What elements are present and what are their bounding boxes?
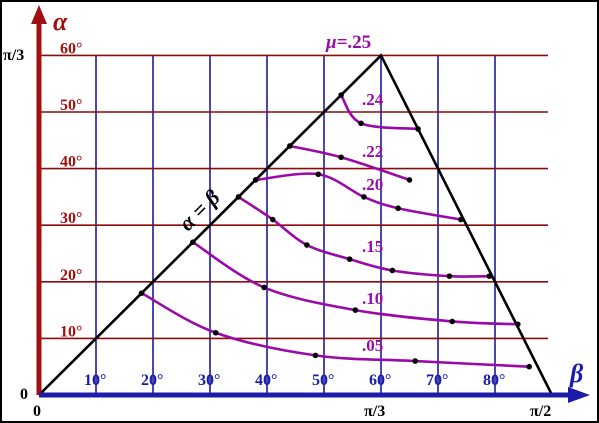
alpha-tick-label-20: 20° xyxy=(60,267,82,284)
curve-2-point-1 xyxy=(287,143,293,149)
alpha-tick-label-30: 30° xyxy=(60,210,82,227)
beta-arrowhead xyxy=(568,387,590,403)
beta-tick-label-40: 40° xyxy=(255,372,277,389)
mu-top-label: μ=.25 xyxy=(325,32,371,53)
curve-5-point-1 xyxy=(190,239,196,245)
curve-4-point-1 xyxy=(235,194,242,200)
alpha-tick-label-60: 60° xyxy=(60,40,82,57)
beta-pi2-label: π/2 xyxy=(530,403,551,420)
curve-5-point-3 xyxy=(352,307,359,313)
beta-tick-label-70: 70° xyxy=(426,372,448,389)
labels: α β π/3 00 π/3 π/2 10° 20° 30° 40° 50° 60° 10° 20° 30°… xyxy=(3,7,584,420)
curve-3-point-2 xyxy=(315,171,322,178)
axes xyxy=(31,5,590,403)
curve-2-point-2 xyxy=(338,154,344,161)
alpha-symbol: α xyxy=(53,7,68,36)
beta-tick-label-20: 20° xyxy=(141,372,163,389)
alpha-tick-label-50: 50° xyxy=(60,97,82,114)
curve-1-point-3 xyxy=(415,126,421,132)
curve-5-point-2 xyxy=(261,284,267,291)
alpha-arrowhead xyxy=(31,5,47,24)
origin-bottom-label: 0 xyxy=(33,403,41,420)
origin-left-label: 0 xyxy=(20,386,28,403)
curve-3-point-1 xyxy=(252,177,259,183)
curve-6-point-2 xyxy=(212,329,219,336)
curve-4-point-6 xyxy=(446,273,453,279)
alpha-grid xyxy=(39,54,548,340)
mu-value-label-1: .24 xyxy=(362,90,384,109)
curve-1-point-1 xyxy=(338,92,344,98)
beta-tick-label-50: 50° xyxy=(312,372,334,389)
curve-3-point-5 xyxy=(458,216,464,223)
curve-6-point-4 xyxy=(412,358,419,364)
alpha-tick-label-40: 40° xyxy=(60,154,82,171)
beta-pi3-label: π/3 xyxy=(364,403,385,420)
mu-curves xyxy=(138,92,532,370)
triangle-edges xyxy=(38,53,554,396)
mu-value-label-2: .22 xyxy=(362,142,383,161)
alpha-tick-label-10: 10° xyxy=(60,323,82,340)
curve-6-point-1 xyxy=(138,290,145,296)
curve-2-point-3 xyxy=(406,177,413,183)
alpha-pi-label: π/3 xyxy=(3,47,24,64)
curve-3-point-3 xyxy=(361,194,367,200)
beta-tick-label-10: 10° xyxy=(84,372,106,389)
curve-5-point-4 xyxy=(449,318,456,325)
beta-tick-label-30: 30° xyxy=(198,372,220,389)
beta-symbol: β xyxy=(569,359,584,388)
mu-value-label-5: .10 xyxy=(362,289,383,308)
mu-value-label-4: .15 xyxy=(362,237,383,256)
beta-tick-label-60: 60° xyxy=(369,372,391,389)
mu-value-label-3: .20 xyxy=(362,175,383,194)
curve-4-point-4 xyxy=(346,256,353,262)
curve-5-point-5 xyxy=(515,321,521,328)
curve-4-point-3 xyxy=(304,242,310,248)
curve-4-point-5 xyxy=(389,267,396,274)
curve-6-point-3 xyxy=(312,352,319,359)
curve-1-point-2 xyxy=(358,120,364,127)
mu-value-label-6: .05 xyxy=(362,336,383,355)
curve-4-point-7 xyxy=(486,273,493,279)
beta-tick-label-80: 80° xyxy=(483,372,505,389)
curve-6-point-5 xyxy=(526,363,532,370)
curve-3-point-4 xyxy=(395,205,401,212)
triangle-boundary xyxy=(38,53,554,396)
curve-4-point-2 xyxy=(269,216,276,223)
